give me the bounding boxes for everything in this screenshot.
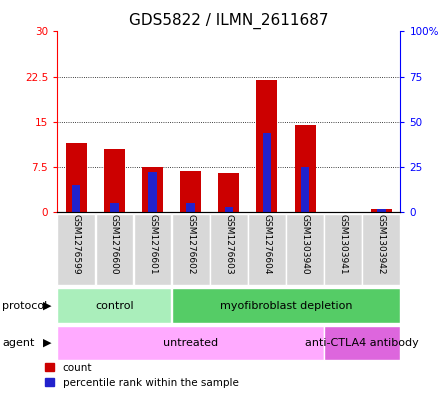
Bar xyxy=(172,288,400,323)
Bar xyxy=(72,185,81,212)
Bar xyxy=(257,80,278,212)
Bar xyxy=(371,209,392,212)
Text: GSM1276601: GSM1276601 xyxy=(148,215,157,275)
Bar xyxy=(324,326,400,360)
Text: control: control xyxy=(95,301,134,310)
Text: GSM1276599: GSM1276599 xyxy=(72,215,81,275)
Bar xyxy=(110,203,119,212)
Bar xyxy=(363,214,400,285)
Bar xyxy=(142,167,163,212)
Legend: count, percentile rank within the sample: count, percentile rank within the sample xyxy=(45,363,238,388)
Bar xyxy=(180,171,201,212)
Text: GSM1276600: GSM1276600 xyxy=(110,215,119,275)
Bar xyxy=(172,214,209,285)
Text: ▶: ▶ xyxy=(44,301,52,310)
Bar xyxy=(66,143,87,212)
Bar xyxy=(148,173,157,212)
Bar xyxy=(57,214,95,285)
Bar xyxy=(248,214,286,285)
Bar xyxy=(324,214,362,285)
Text: protocol: protocol xyxy=(2,301,48,310)
Text: anti-CTLA4 antibody: anti-CTLA4 antibody xyxy=(305,338,419,348)
Bar xyxy=(57,326,324,360)
Bar xyxy=(377,209,385,212)
Bar xyxy=(301,167,309,212)
Bar xyxy=(224,207,233,212)
Bar xyxy=(57,288,172,323)
Text: GSM1276604: GSM1276604 xyxy=(262,215,271,275)
Bar xyxy=(134,214,172,285)
Text: GSM1303940: GSM1303940 xyxy=(301,215,310,275)
Bar xyxy=(286,214,324,285)
Bar xyxy=(218,173,239,212)
Bar xyxy=(263,133,271,212)
Bar xyxy=(295,125,315,212)
Text: GSM1303941: GSM1303941 xyxy=(339,215,348,275)
Bar xyxy=(210,214,248,285)
Text: agent: agent xyxy=(2,338,35,348)
Text: ▶: ▶ xyxy=(44,338,52,348)
Text: GSM1276602: GSM1276602 xyxy=(186,215,195,275)
Bar xyxy=(187,203,195,212)
Bar xyxy=(95,214,133,285)
Bar xyxy=(104,149,125,212)
Text: GSM1276603: GSM1276603 xyxy=(224,215,233,275)
Text: myofibroblast depletion: myofibroblast depletion xyxy=(220,301,352,310)
Text: untreated: untreated xyxy=(163,338,218,348)
Text: GSM1303942: GSM1303942 xyxy=(377,215,386,275)
Title: GDS5822 / ILMN_2611687: GDS5822 / ILMN_2611687 xyxy=(129,13,329,29)
